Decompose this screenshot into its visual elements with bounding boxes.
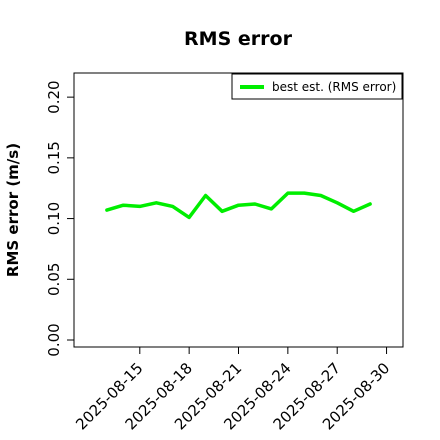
y-axis: 0.00 0.05 0.10 0.15 0.20 (45, 80, 74, 357)
chart-title: RMS error (184, 28, 293, 50)
x-axis: 2025-08-152025-08-182025-08-212025-08-24… (72, 347, 393, 433)
y-tick-label: 0.10 (45, 202, 63, 235)
y-tick-label: 0.00 (45, 323, 63, 356)
y-tick-label: 0.20 (45, 80, 63, 113)
legend-label: best est. (RMS error) (272, 80, 396, 94)
series-line (105, 191, 372, 220)
y-axis-label: RMS error (m/s) (4, 143, 22, 277)
series-layer (105, 191, 372, 220)
y-tick-label: 0.15 (45, 141, 63, 174)
y-tick-label: 0.05 (45, 263, 63, 296)
legend: best est. (RMS error) (231, 73, 403, 100)
